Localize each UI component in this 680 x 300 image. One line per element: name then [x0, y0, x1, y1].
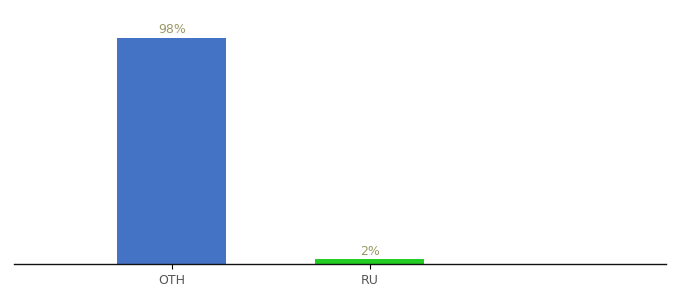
Bar: [118, 38, 226, 264]
Text: 2%: 2%: [360, 244, 379, 257]
Bar: [316, 260, 424, 264]
Text: 98%: 98%: [158, 23, 186, 36]
